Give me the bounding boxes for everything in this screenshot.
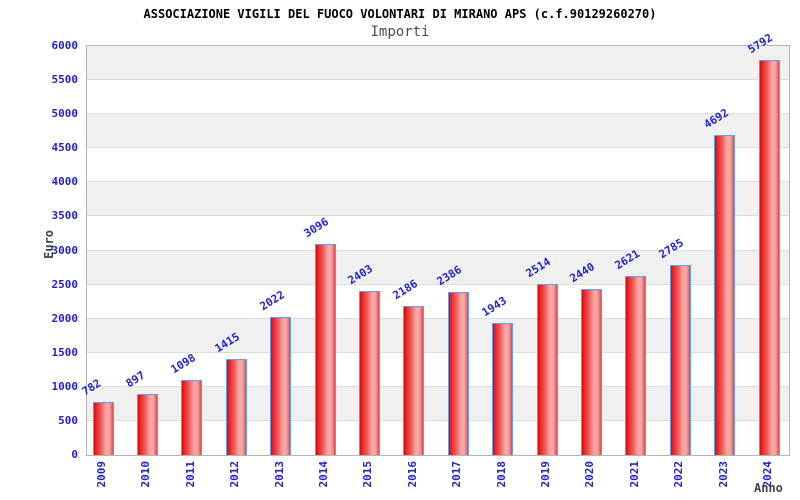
bar-2015 [358,291,380,455]
x-axis-title: Anno [754,481,783,495]
y-tick-label: 3500 [51,209,79,223]
grid-band [87,182,789,217]
x-tick-label: 2009 [95,461,108,488]
bar-2009 [92,401,114,455]
bar-2021 [625,276,647,455]
y-tick-label: 0 [71,448,78,461]
gridline [87,283,789,285]
gridline [87,79,789,81]
y-tick-label: 4000 [51,175,79,189]
y-tick-label: 3000 [51,243,79,257]
grid-band [87,148,789,183]
bar-2016 [403,306,425,455]
x-tick-label: 2020 [583,461,597,488]
bar-2024 [758,60,780,455]
y-tick-label: 1000 [51,379,79,393]
x-tick-label: 2022 [672,461,686,488]
x-tick-label: 2024 [761,461,774,488]
bar-2010 [136,393,158,455]
bar-2023 [714,135,736,455]
plot-area [86,45,790,456]
x-tick-label: 2023 [716,461,730,488]
gridline [87,215,789,217]
x-tick-label: 2021 [627,461,641,488]
gridline [87,317,789,319]
gridline [87,351,789,353]
x-tick-label: 2018 [494,461,508,488]
x-tick-label: 2014 [317,461,330,488]
grid-band [87,216,789,251]
x-tick-label: 2016 [405,461,419,488]
bar-2014 [314,243,336,455]
grid-band [87,114,789,149]
chart-subtitle: Importi [370,24,430,40]
y-tick-label: 5000 [51,107,79,121]
bar-2017 [447,292,469,455]
y-tick-label: 2500 [51,277,79,291]
bar-2022 [669,265,691,455]
bar-2020 [580,288,602,455]
x-tick-label: 2010 [139,461,153,488]
grid-band [87,80,789,115]
bar-2019 [536,283,558,455]
gridline [87,249,789,251]
x-tick-label: 2017 [450,461,464,488]
y-tick-label: 1500 [51,345,79,359]
y-tick-label: 500 [58,413,78,427]
gridline [87,147,789,149]
bar-2011 [181,380,203,455]
chart-title: ASSOCIAZIONE VIGILI DEL FUOCO VOLONTARI … [143,7,657,21]
x-tick-label: 2015 [361,461,375,488]
y-tick-label: 5500 [51,73,79,87]
gridline [87,419,789,421]
bar-2012 [225,358,247,455]
bar-2013 [270,317,292,455]
gridline [87,181,789,183]
bar-2018 [492,322,514,455]
x-tick-label: 2019 [539,461,552,488]
gridline [87,385,789,387]
x-tick-label: 2013 [272,461,286,488]
y-tick-label: 6000 [51,39,79,52]
grid-band [87,46,789,81]
y-tick-label: 4500 [51,141,79,155]
x-tick-label: 2011 [183,461,197,488]
gridline [87,113,789,115]
y-tick-label: 2000 [51,311,79,325]
x-tick-label: 2012 [228,461,242,488]
